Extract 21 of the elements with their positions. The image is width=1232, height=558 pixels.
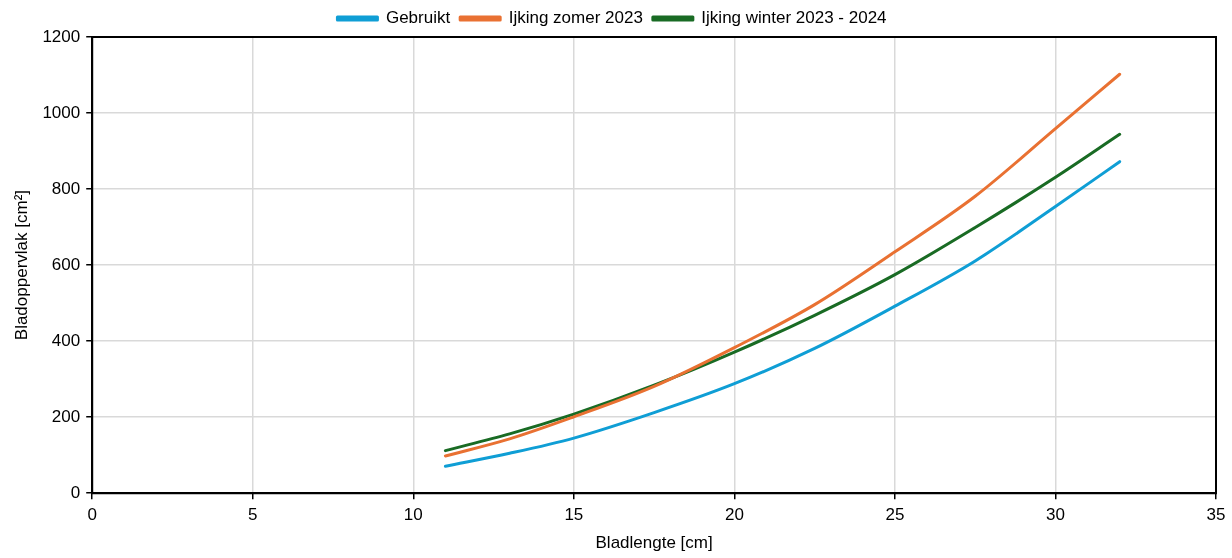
- x-tick-label: 30: [1046, 505, 1065, 525]
- y-tick-label: 400: [51, 330, 81, 350]
- y-tick-label: 1200: [42, 26, 81, 46]
- y-tick-label: 600: [51, 254, 81, 274]
- line-series: [443, 72, 1122, 458]
- x-tick-label: 10: [403, 505, 423, 525]
- y-tick-label: 1000: [42, 102, 81, 122]
- legend-label: Gebruikt: [385, 8, 451, 28]
- y-axis-title: Bladoppervlak [cm²]: [11, 189, 31, 341]
- x-tick-label: 20: [724, 505, 744, 525]
- x-tick-label: 0: [87, 505, 97, 525]
- y-tick-label: 0: [70, 482, 81, 502]
- x-tick-label: 5: [248, 505, 258, 525]
- legend-label: Ijking zomer 2023: [508, 8, 643, 28]
- x-tick-label: 15: [564, 505, 584, 525]
- x-tick-label: 25: [885, 505, 905, 525]
- x-axis-title: Bladlengte [cm]: [595, 533, 713, 553]
- y-tick-label: 800: [51, 178, 81, 198]
- y-tick-label: 200: [51, 406, 81, 426]
- x-tick-label: 35: [1206, 505, 1226, 525]
- legend-label: Ijking winter 2023 - 2024: [701, 8, 887, 28]
